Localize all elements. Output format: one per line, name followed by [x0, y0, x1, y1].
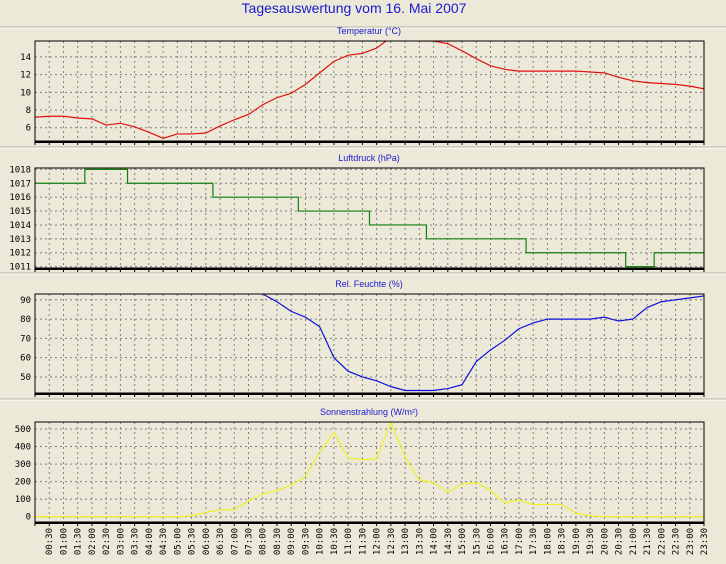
y-tick-label: 1018 — [9, 165, 31, 175]
x-tick-label: 16:30 — [501, 528, 511, 555]
panel-3: Sonnenstrahlung (W/m²) 0 100 200 300 400 500 — [0, 398, 726, 526]
x-tick-label: 01:30 — [74, 528, 84, 555]
panel-title: Luftdruck (hPa) — [338, 153, 400, 163]
panel-0: Temperatur (°C) 6 8 10 12 14 — [0, 26, 726, 145]
x-tick-label: 08:00 — [259, 528, 269, 555]
x-tick-label: 07:30 — [245, 528, 255, 555]
x-tick-label: 05:00 — [173, 528, 183, 555]
x-tick-label: 22:30 — [672, 528, 682, 555]
x-tick-label: 21:00 — [629, 528, 639, 555]
x-tick-label: 09:30 — [301, 528, 311, 555]
y-tick-label: 12 — [20, 71, 31, 81]
x-tick-label: 06:00 — [202, 528, 212, 555]
x-tick-label: 15:30 — [472, 528, 482, 555]
x-tick-label: 18:30 — [558, 528, 568, 555]
x-tick-label: 14:30 — [444, 528, 454, 555]
x-tick-label: 17:00 — [515, 528, 525, 555]
x-tick-label: 14:00 — [430, 528, 440, 555]
x-tick-label: 03:30 — [131, 528, 141, 555]
y-tick-label: 50 — [20, 373, 31, 383]
x-tick-label: 02:00 — [88, 528, 98, 555]
x-tick-label: 19:30 — [586, 528, 596, 555]
x-tick-label: 08:30 — [273, 528, 283, 555]
y-tick-label: 1017 — [9, 179, 31, 189]
series-line — [35, 422, 704, 518]
series-line — [35, 168, 704, 268]
x-tick-label: 13:30 — [415, 528, 425, 555]
x-tick-label: 12:00 — [373, 528, 383, 555]
panel-2: Rel. Feuchte (%) 50 60 70 80 90 — [0, 272, 726, 397]
plot-frame — [34, 40, 705, 142]
x-tick-label: 23:00 — [686, 528, 696, 555]
y-tick-label: 1015 — [9, 207, 31, 217]
x-tick-label: 03:00 — [116, 528, 126, 555]
y-tick-label: 90 — [20, 296, 31, 306]
y-tick-label: 14 — [20, 53, 31, 63]
y-tick-label: 400 — [15, 443, 31, 453]
x-tick-label: 09:00 — [287, 528, 297, 555]
series-line — [35, 41, 704, 139]
x-tick-label: 01:00 — [59, 528, 69, 555]
x-tick-label: 12:30 — [387, 528, 397, 555]
x-tick-label: 15:00 — [458, 528, 468, 555]
y-tick-label: 80 — [20, 315, 31, 325]
x-tick-label: 19:00 — [572, 528, 582, 555]
y-tick-label: 0 — [26, 513, 31, 523]
x-tick-label: 17:30 — [529, 528, 539, 555]
y-tick-label: 60 — [20, 354, 31, 364]
y-tick-label: 1014 — [9, 221, 31, 231]
plot-frame — [34, 421, 705, 523]
y-tick-label: 1016 — [9, 193, 31, 203]
x-tick-label: 23:30 — [700, 528, 710, 555]
x-tick-label: 20:30 — [615, 528, 625, 555]
y-tick-label: 1012 — [9, 249, 31, 259]
y-tick-label: 10 — [20, 88, 31, 98]
x-tick-label: 04:00 — [145, 528, 155, 555]
panel-title: Rel. Feuchte (%) — [335, 279, 403, 289]
series-line — [260, 294, 704, 392]
chart-title: Tagesauswertung vom 16. Mai 2007 — [242, 0, 467, 16]
y-tick-label: 200 — [15, 478, 31, 488]
y-tick-label: 500 — [15, 425, 31, 435]
x-tick-label: 10:00 — [316, 528, 326, 555]
x-tick-label: 10:30 — [330, 528, 340, 555]
x-tick-label: 00:30 — [45, 528, 55, 555]
x-tick-label: 02:30 — [102, 528, 112, 555]
y-tick-label: 1011 — [9, 263, 31, 273]
y-tick-label: 6 — [26, 124, 31, 134]
x-tick-label: 07:00 — [230, 528, 240, 555]
panel-title: Temperatur (°C) — [337, 26, 401, 36]
x-tick-label: 21:30 — [643, 528, 653, 555]
x-tick-label: 16:00 — [486, 528, 496, 555]
y-tick-label: 8 — [26, 106, 31, 116]
y-tick-label: 1013 — [9, 235, 31, 245]
x-tick-label: 18:00 — [543, 528, 553, 555]
x-tick-label: 20:00 — [600, 528, 610, 555]
x-tick-label: 04:30 — [159, 528, 169, 555]
panel-1: Luftdruck (hPa) 1011 1012 1013 1014 1015 1016 1… — [0, 146, 726, 273]
plot-frame — [34, 293, 705, 394]
panel-title: Sonnenstrahlung (W/m²) — [320, 407, 418, 417]
y-tick-label: 70 — [20, 334, 31, 344]
x-tick-label: 05:30 — [188, 528, 198, 555]
y-tick-label: 300 — [15, 460, 31, 470]
x-tick-label: 22:00 — [657, 528, 667, 555]
x-tick-label: 13:00 — [401, 528, 411, 555]
x-tick-label: 06:30 — [216, 528, 226, 555]
x-tick-label: 11:30 — [358, 528, 368, 555]
x-tick-label: 11:00 — [344, 528, 354, 555]
y-tick-label: 100 — [15, 495, 31, 505]
